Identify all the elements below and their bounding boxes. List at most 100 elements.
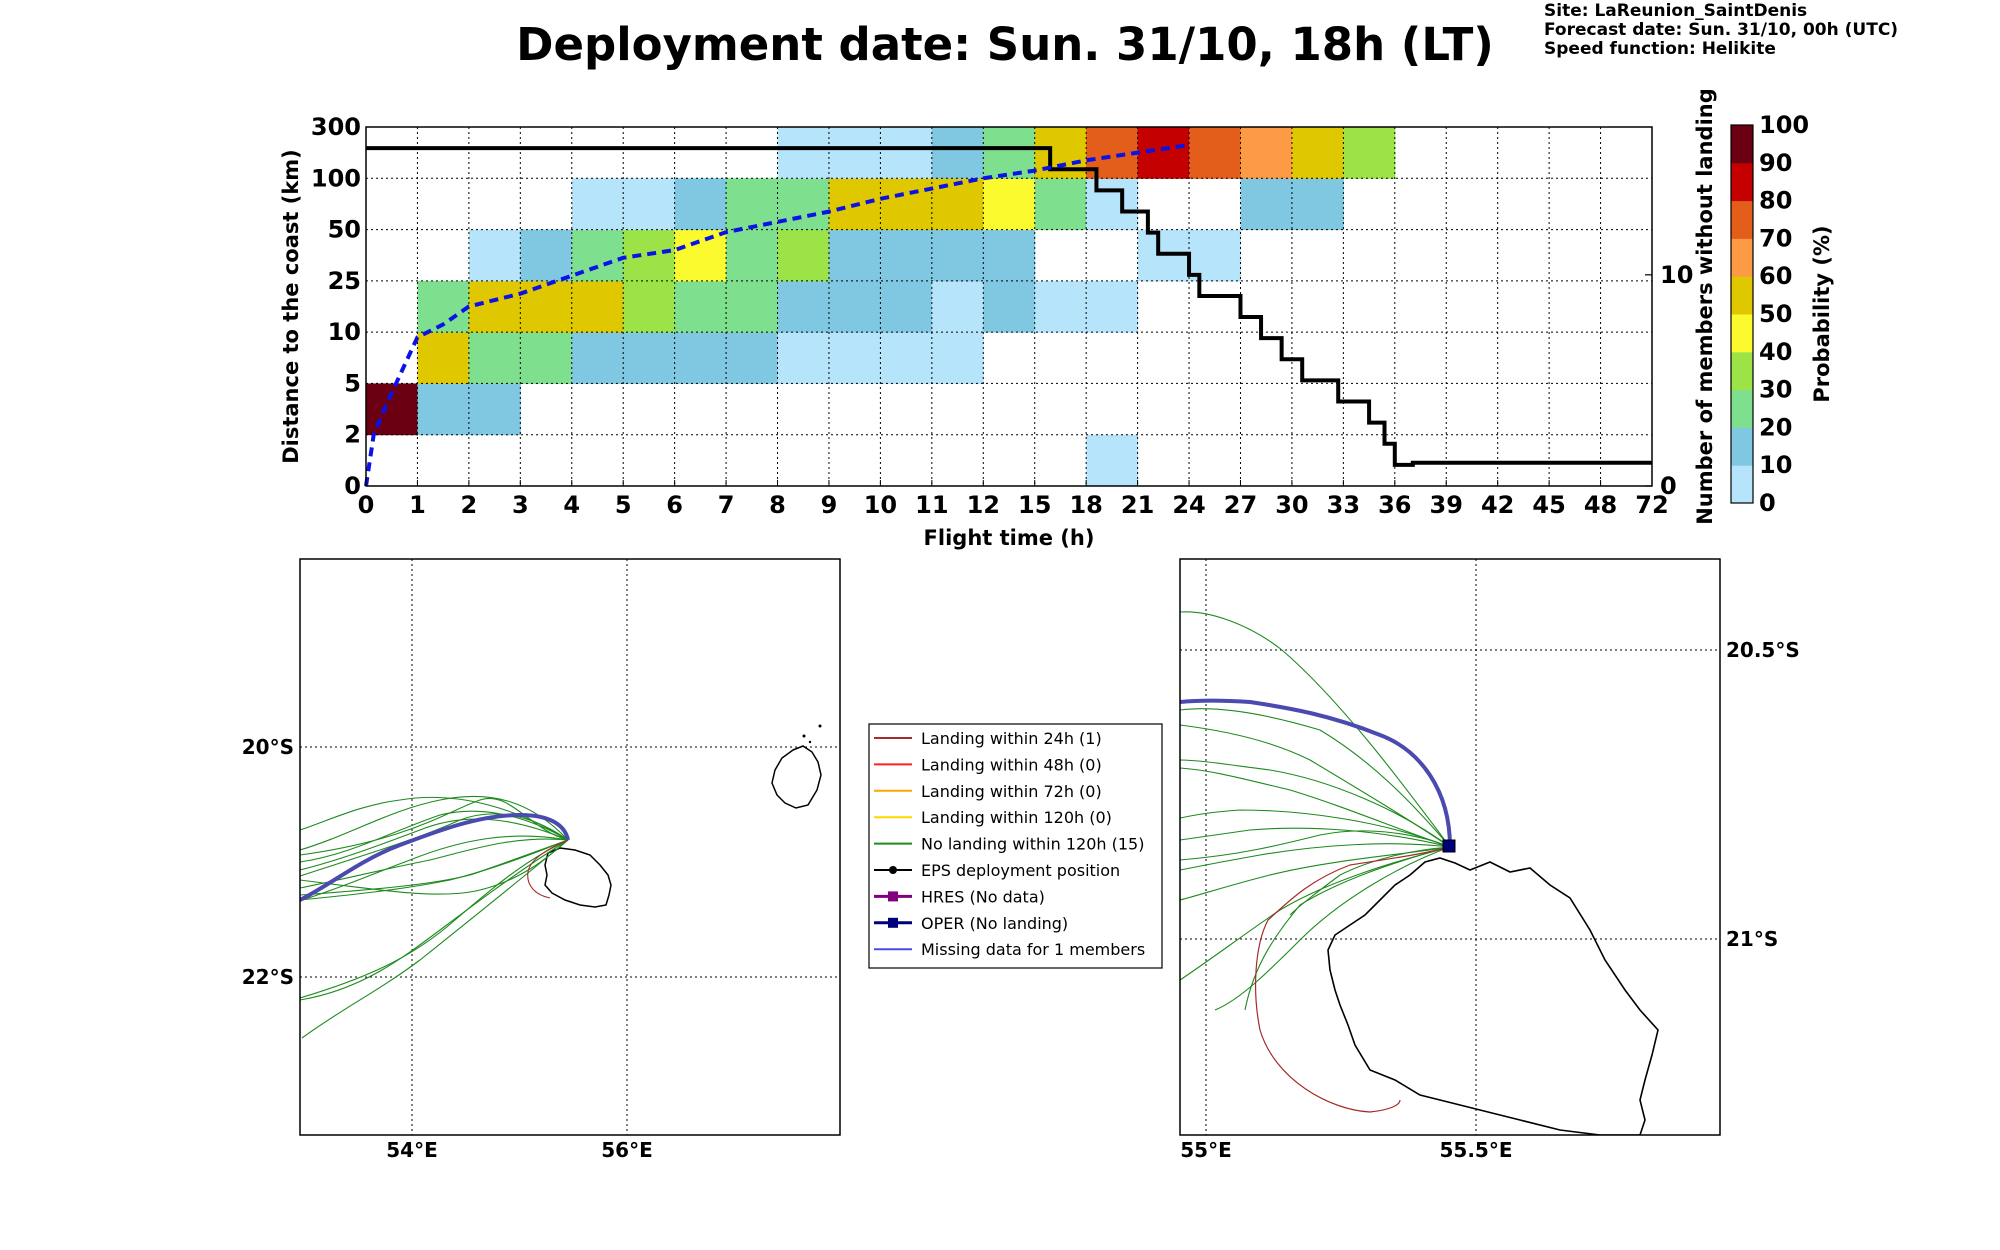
mauritius-island-outline <box>771 745 822 809</box>
heatmap-cell <box>1291 178 1344 231</box>
colorbar-tick-label: 20 <box>1759 413 1792 441</box>
heatmap-cell <box>674 178 727 231</box>
heatmap-cell <box>726 178 779 231</box>
y2-tick-label: 0 <box>1660 472 1677 500</box>
heatmap-cell <box>520 332 573 384</box>
zoom-map-content <box>1180 559 1720 1135</box>
y-tick-label: 25 <box>328 267 361 295</box>
lat-tick-label: 20°S <box>242 735 294 759</box>
x-tick-label: 2 <box>461 491 478 519</box>
heatmap-cell <box>983 178 1036 231</box>
chart-title: Deployment date: Sun. 31/10, 18h (LT) <box>516 18 1494 71</box>
legend-label: Landing within 120h (0) <box>921 808 1112 827</box>
colorbar-swatch <box>1731 465 1753 504</box>
lat-tick-label: 21°S <box>1726 927 1778 951</box>
colorbar-swatch <box>1731 200 1753 239</box>
lon-tick-label: 55.5°E <box>1439 1138 1512 1162</box>
heatmap-cell <box>880 178 933 231</box>
x-tick-label: 45 <box>1532 491 1565 519</box>
plot-frame <box>365 126 1653 487</box>
lon-tick-label: 54°E <box>386 1138 438 1162</box>
heatmap-cell <box>1086 434 1139 487</box>
heatmap-cell <box>880 332 933 384</box>
heatmap-cell <box>1240 178 1293 231</box>
heatmap-cell <box>828 280 881 333</box>
heatmap-cell <box>674 332 727 384</box>
colorbar-frame <box>1730 124 1754 504</box>
map-legend: Landing within 24h (1) Landing within 48h… <box>868 723 1163 969</box>
colorbar-swatch <box>1731 125 1753 164</box>
heatmap-cell <box>468 229 521 282</box>
heatmap-cell <box>1086 178 1139 231</box>
overview-map: 54°E 56°E 20°S 22°S <box>242 558 841 1162</box>
heatmap-cell <box>931 280 984 333</box>
heatmap-cell <box>828 332 881 384</box>
heatmap-cell <box>1137 127 1190 179</box>
y-tick-label: 10 <box>328 318 361 346</box>
lon-tick-label: 55°E <box>1180 1138 1232 1162</box>
overview-map-content <box>300 559 840 1135</box>
colorbar-swatch <box>1731 238 1753 277</box>
heatmap-cell <box>726 332 779 384</box>
heatmap-cell <box>571 332 624 384</box>
zoom-map: 55°E 55.5°E 20.5°S 21°S <box>1179 558 1800 1162</box>
legend-label: Landing within 24h (1) <box>921 729 1102 748</box>
x-tick-label: 11 <box>915 491 948 519</box>
y-axis-label: Distance to the coast (km) <box>279 149 303 464</box>
colorbar-tick-label: 10 <box>1759 451 1792 479</box>
heatmap-cell <box>520 229 573 282</box>
heatmap-cell <box>1291 127 1344 179</box>
heatmap-cell <box>983 280 1036 333</box>
x-tick-label: 18 <box>1069 491 1102 519</box>
heatmap-cell <box>828 229 881 282</box>
colorbar-tick-label: 80 <box>1759 187 1792 215</box>
heatmap-cell <box>931 332 984 384</box>
oper-trajectory <box>1180 698 1452 848</box>
landing-trajectory <box>1254 846 1451 1113</box>
legend-marker <box>889 866 897 874</box>
heatmap-cell <box>623 332 676 384</box>
x-tick-label: 5 <box>615 491 632 519</box>
heatmap-cell <box>571 280 624 333</box>
islet-dot <box>808 740 812 744</box>
heatmap-cell <box>777 332 830 384</box>
landing-trajectory <box>527 839 569 899</box>
legend-label: EPS deployment position <box>921 861 1120 880</box>
y2-tick-label: 10 <box>1660 261 1693 289</box>
heatmap-cell <box>931 229 984 282</box>
no-landing-trajectories <box>1180 611 1451 1011</box>
x-tick-label: 24 <box>1172 491 1205 519</box>
y-tick-label: 100 <box>311 164 361 192</box>
heatmap-cell <box>417 332 470 384</box>
heatmap-cell <box>1189 229 1241 282</box>
lat-tick-label: 20.5°S <box>1726 638 1800 662</box>
reunion-island-outline <box>544 847 612 908</box>
legend-label: Landing within 48h (0) <box>921 755 1102 774</box>
heatmap-cell <box>674 229 727 282</box>
heatmap-cell <box>983 127 1036 179</box>
heatmap-cell <box>931 127 984 179</box>
heatmap-cell <box>1034 280 1087 333</box>
heatmap-cell <box>1240 127 1293 179</box>
forecast-date-label: Forecast date: Sun. 31/10, 00h (UTC) <box>1544 20 1899 40</box>
heatmap-cell <box>983 229 1036 282</box>
colorbar-tick-label: 50 <box>1759 300 1792 328</box>
heatmap-cell <box>520 280 573 333</box>
heatmap-cell <box>623 280 676 333</box>
colorbar-swatch <box>1731 314 1753 353</box>
heatmap-cell <box>417 383 470 436</box>
oper-trajectory <box>300 812 570 902</box>
legend-label: Missing data for 1 members <box>921 940 1145 959</box>
heatmap-cell <box>726 229 779 282</box>
x-tick-label: 21 <box>1121 491 1154 519</box>
y-tick-label: 0 <box>344 472 361 500</box>
legend-label: HRES (No data) <box>921 887 1045 906</box>
no-landing-trajectories <box>300 795 569 1039</box>
islet-dot <box>818 724 822 728</box>
colorbar-tick-label: 100 <box>1759 111 1809 139</box>
x-tick-label: 72 <box>1635 491 1668 519</box>
heatmap: 0 1 2 3 4 5 6 7 8 9 10 11 12 15 18 21 24 27 30 33 36 39 42 45 48… <box>279 88 1717 550</box>
colorbar-swatch <box>1731 162 1753 202</box>
x-tick-label: 7 <box>718 491 735 519</box>
